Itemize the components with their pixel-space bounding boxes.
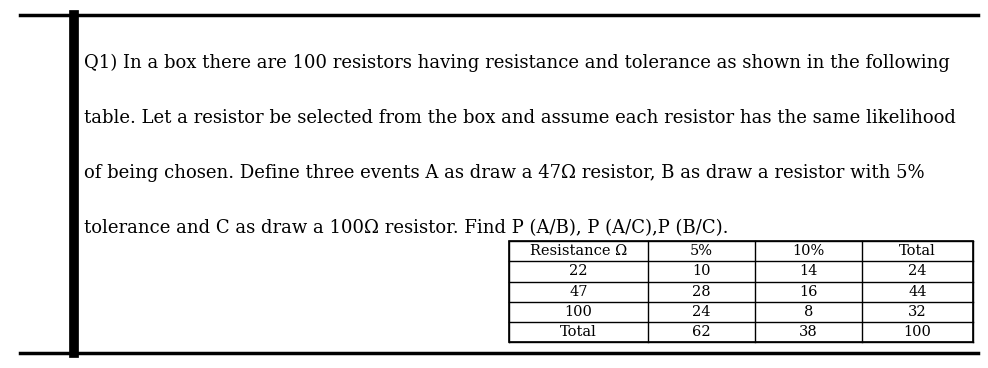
Text: 5%: 5% <box>690 244 713 258</box>
Text: 24: 24 <box>693 305 710 319</box>
Text: table. Let a resistor be selected from the box and assume each resistor has the : table. Let a resistor be selected from t… <box>84 109 955 127</box>
Text: Q1) In a box there are 100 resistors having resistance and tolerance as shown in: Q1) In a box there are 100 resistors hav… <box>84 53 949 72</box>
Text: 28: 28 <box>693 284 710 299</box>
Text: 100: 100 <box>903 325 932 339</box>
Text: 44: 44 <box>908 284 927 299</box>
Text: 32: 32 <box>908 305 927 319</box>
Bar <box>509 241 973 342</box>
Text: 14: 14 <box>799 264 817 279</box>
Text: 16: 16 <box>799 284 818 299</box>
Text: Resistance Ω: Resistance Ω <box>530 244 627 258</box>
Text: 10%: 10% <box>792 244 824 258</box>
Text: of being chosen. Define three events A as draw a 47Ω resistor, B as draw a resis: of being chosen. Define three events A a… <box>84 164 925 182</box>
Text: Total: Total <box>560 325 597 339</box>
Text: Total: Total <box>899 244 936 258</box>
Text: 22: 22 <box>569 264 588 279</box>
Text: 24: 24 <box>908 264 927 279</box>
Text: 47: 47 <box>569 284 588 299</box>
Text: 100: 100 <box>564 305 593 319</box>
Text: 38: 38 <box>799 325 818 339</box>
Text: 62: 62 <box>693 325 710 339</box>
Text: tolerance and C as draw a 100Ω resistor. Find P (A/B), P (A/C),P (B/C).: tolerance and C as draw a 100Ω resistor.… <box>84 219 728 237</box>
Text: 10: 10 <box>693 264 710 279</box>
Text: 8: 8 <box>803 305 813 319</box>
